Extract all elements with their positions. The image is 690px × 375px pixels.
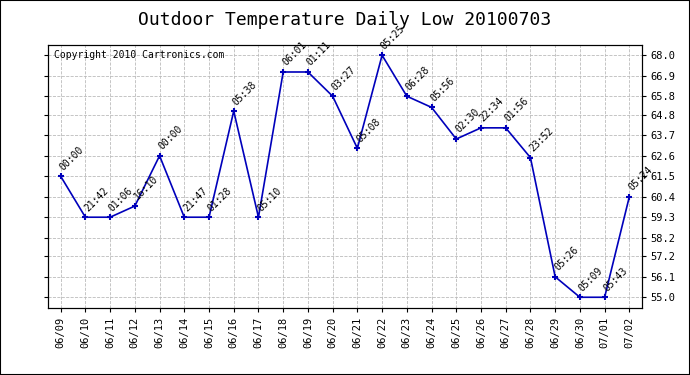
Text: 05:38: 05:38	[231, 79, 259, 107]
Text: 05:10: 05:10	[255, 185, 284, 213]
Text: 23:52: 23:52	[528, 126, 555, 153]
Text: 05:43: 05:43	[602, 265, 629, 293]
Text: 05:09: 05:09	[577, 265, 605, 293]
Text: 00:00: 00:00	[157, 124, 184, 152]
Text: 01:56: 01:56	[503, 96, 531, 124]
Text: 05:26: 05:26	[552, 245, 580, 273]
Text: 01:06: 01:06	[107, 185, 135, 213]
Text: 06:01: 06:01	[280, 40, 308, 68]
Text: 16:10: 16:10	[132, 174, 160, 202]
Text: 01:28: 01:28	[206, 185, 234, 213]
Text: 05:56: 05:56	[428, 75, 457, 103]
Text: 21:47: 21:47	[181, 185, 209, 213]
Text: 06:28: 06:28	[404, 64, 432, 92]
Text: 21:42: 21:42	[83, 185, 110, 213]
Text: 05:25: 05:25	[380, 23, 407, 51]
Text: 03:27: 03:27	[330, 64, 357, 92]
Text: 22:34: 22:34	[478, 96, 506, 124]
Text: 05:24: 05:24	[627, 165, 654, 192]
Text: 02:30: 02:30	[453, 107, 481, 135]
Text: 05:08: 05:08	[355, 116, 382, 144]
Text: Copyright 2010 Cartronics.com: Copyright 2010 Cartronics.com	[55, 50, 225, 60]
Text: Outdoor Temperature Daily Low 20100703: Outdoor Temperature Daily Low 20100703	[139, 11, 551, 29]
Text: 00:00: 00:00	[58, 144, 86, 172]
Text: 01:11: 01:11	[305, 40, 333, 68]
